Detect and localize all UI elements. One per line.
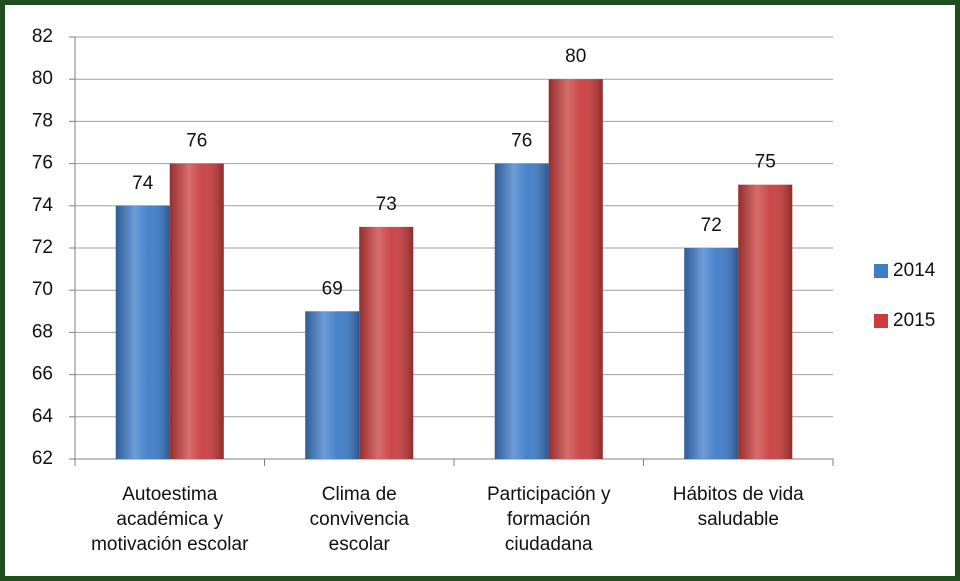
y-tick-label: 76 [32, 153, 53, 174]
legend-label: 2014 [893, 260, 936, 281]
y-tick-label: 66 [32, 364, 53, 385]
legend-label: 2015 [893, 310, 935, 331]
bar-shade [359, 226, 414, 459]
y-tick-label: 64 [32, 406, 54, 427]
bar [494, 163, 549, 459]
y-tick-label: 68 [32, 321, 53, 342]
x-tick-label: saludable [698, 509, 779, 530]
bar-shade [169, 163, 224, 459]
bar-shade [684, 248, 739, 459]
value-label: 80 [565, 46, 586, 67]
bar-shade [548, 79, 603, 459]
bar [548, 79, 603, 459]
value-label: 76 [511, 131, 532, 152]
x-tick-label: Hábitos de vida [673, 484, 804, 505]
x-tick-label: ciudadana [505, 534, 593, 555]
value-label: 75 [755, 152, 776, 173]
y-tick-label: 80 [32, 68, 53, 89]
bar [359, 226, 414, 459]
x-tick-label: convivencia [310, 509, 410, 530]
x-tick-label: Participación y [487, 484, 611, 505]
bar-shade [115, 205, 170, 459]
y-tick-label: 72 [32, 237, 53, 258]
value-label: 74 [132, 173, 154, 194]
bar-shade [305, 311, 360, 459]
bar [169, 163, 224, 459]
bar [684, 248, 739, 459]
x-tick-label: académica y [116, 509, 223, 530]
x-tick-label: Clima de [322, 484, 397, 505]
bar [115, 205, 170, 459]
bar-shade [738, 184, 793, 459]
value-label: 76 [186, 131, 207, 152]
x-tick-label: Autoestima [122, 484, 217, 505]
legend-swatch [874, 264, 888, 278]
value-label: 69 [322, 278, 343, 299]
bar [305, 311, 360, 459]
x-tick-label: formación [507, 509, 590, 530]
y-tick-label: 74 [32, 195, 54, 216]
x-tick-label: motivación escolar [91, 534, 249, 555]
value-label: 72 [701, 215, 722, 236]
legend-swatch [874, 314, 888, 328]
x-tick-label: escolar [329, 534, 391, 555]
y-tick-label: 70 [32, 279, 53, 300]
y-tick-label: 78 [32, 110, 53, 131]
y-tick-label: 62 [32, 448, 53, 469]
value-label: 73 [376, 194, 397, 215]
bar [738, 184, 793, 459]
bar-shade [494, 163, 549, 459]
y-tick-label: 82 [32, 26, 53, 47]
